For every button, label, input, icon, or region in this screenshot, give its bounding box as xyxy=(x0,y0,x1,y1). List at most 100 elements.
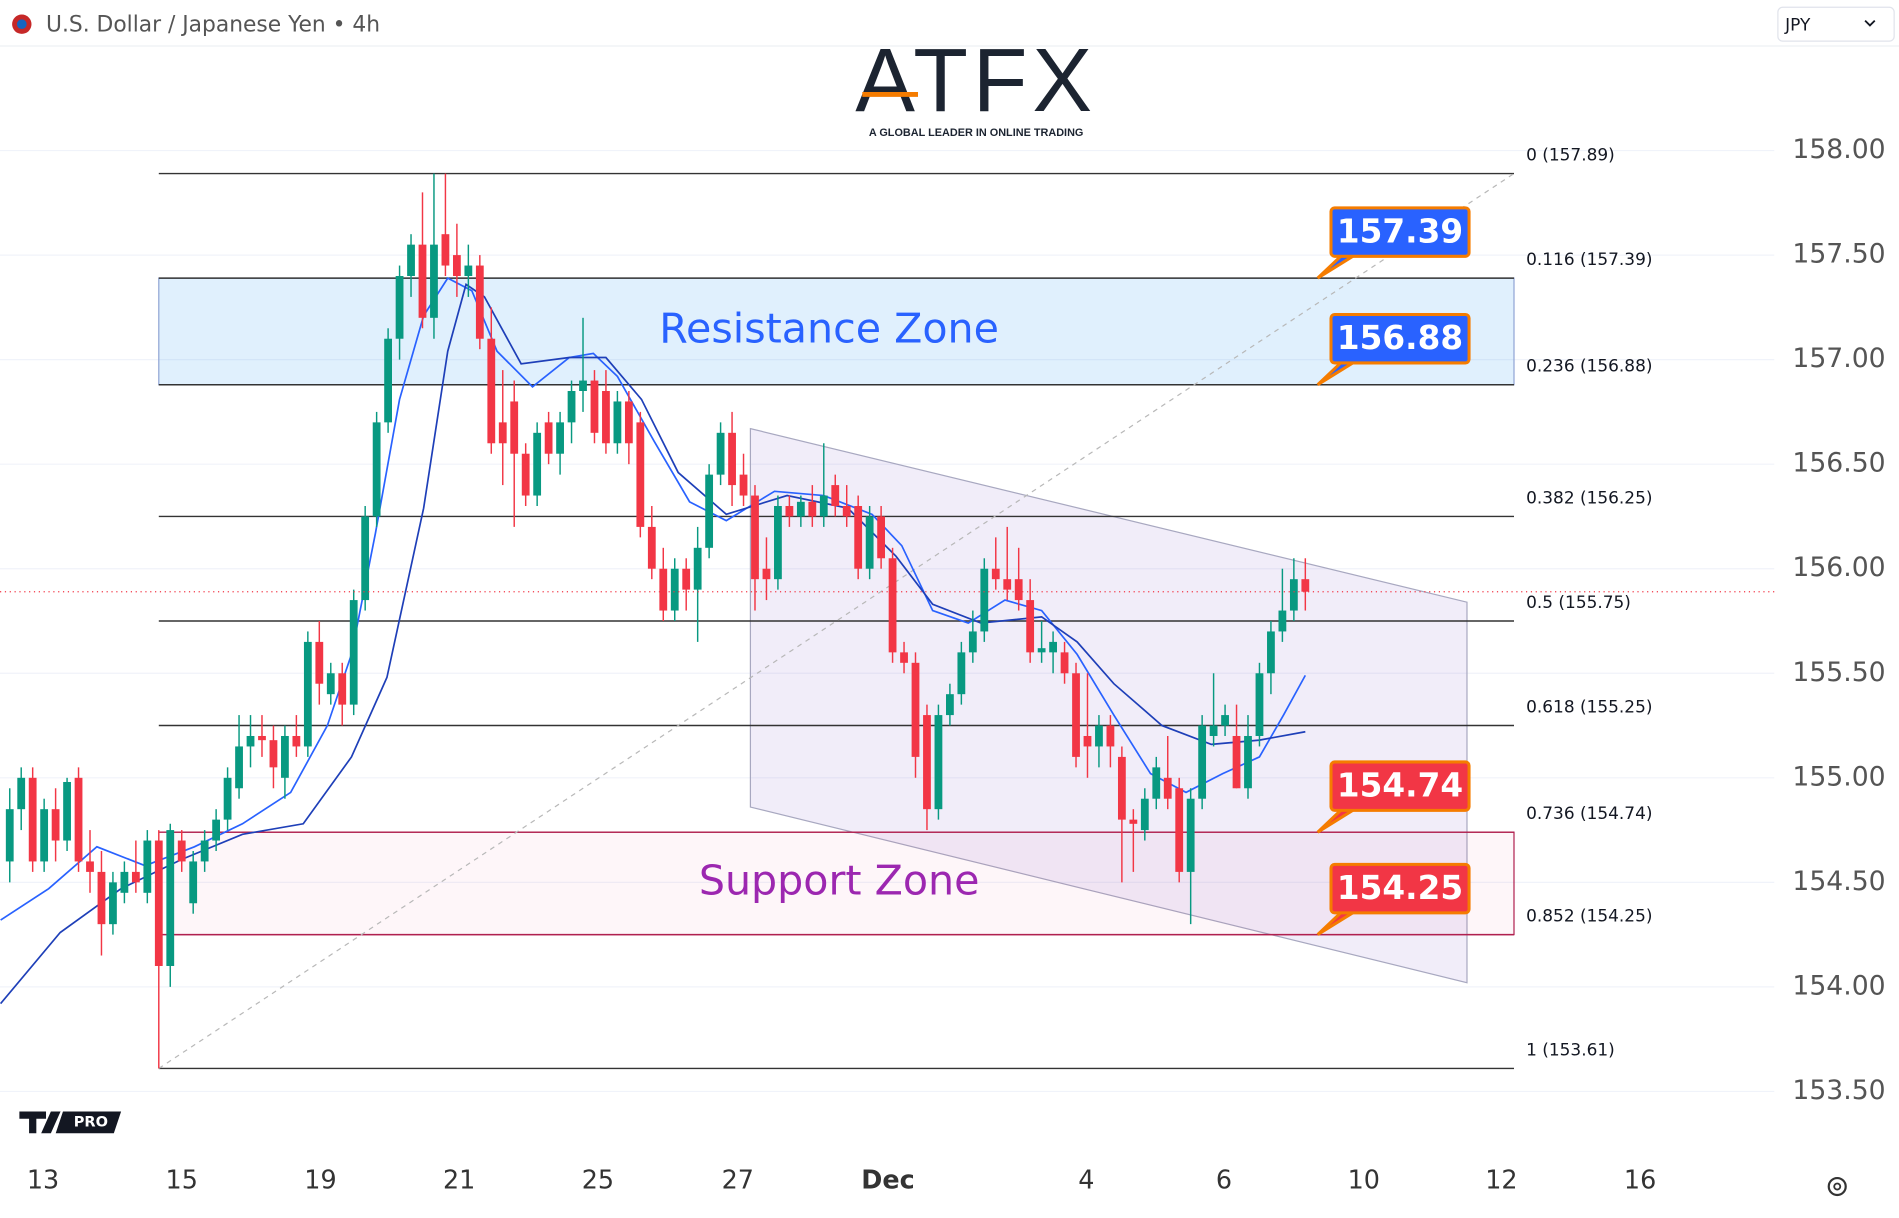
candle-body xyxy=(567,390,576,423)
candle-body xyxy=(739,474,748,496)
y-tick-label: 158.00 xyxy=(1792,134,1885,165)
candle-body xyxy=(223,777,232,820)
candle-body xyxy=(705,474,714,548)
candle-body xyxy=(785,505,794,517)
candle-body xyxy=(556,422,564,454)
candle-body xyxy=(1244,735,1252,789)
candle-body xyxy=(533,432,542,496)
candle-body xyxy=(452,255,461,277)
candle-body xyxy=(1289,579,1298,611)
settings-icon[interactable] xyxy=(1827,1176,1847,1197)
zone-box xyxy=(168,831,1515,936)
candle-body xyxy=(120,871,129,893)
x-tick-label: 21 xyxy=(443,1165,475,1195)
candle-body xyxy=(923,715,931,810)
dropdown-arrow xyxy=(1864,19,1876,27)
fib-label: 0.5 (155.75) xyxy=(1526,592,1631,612)
x-tick-label: 10 xyxy=(1348,1165,1380,1195)
watermark-tagline: A GLOBAL LEADER IN ONLINE TRADING xyxy=(869,127,1084,139)
candle-body xyxy=(842,505,851,517)
fib-label: 0.736 (154.74) xyxy=(1526,803,1652,823)
candle-body xyxy=(246,735,255,747)
candle-body xyxy=(349,600,358,705)
candle-body xyxy=(1014,579,1023,601)
y-tick-label: 156.00 xyxy=(1792,552,1885,583)
candle-body xyxy=(1232,735,1241,789)
candle-body xyxy=(1209,725,1218,736)
x-tick-label: 12 xyxy=(1485,1165,1517,1195)
candle-body xyxy=(946,694,954,716)
callout-label: 154.74 xyxy=(1337,766,1463,804)
candle-body xyxy=(189,861,198,904)
candle-body xyxy=(934,715,943,810)
candle-body xyxy=(1152,767,1161,799)
candle-body xyxy=(854,505,863,569)
candle-body xyxy=(326,673,335,695)
candle-body xyxy=(154,840,163,966)
candle-body xyxy=(361,516,370,601)
candle-body xyxy=(774,505,782,580)
y-tick-label: 153.50 xyxy=(1792,1075,1885,1106)
candle-body xyxy=(109,882,117,925)
callout-box xyxy=(1329,206,1471,258)
candle-body xyxy=(1186,798,1195,872)
candle-body xyxy=(808,501,817,517)
zone-label: Support Zone xyxy=(699,856,980,904)
currency-selector[interactable] xyxy=(1777,6,1895,42)
candle-body xyxy=(418,244,427,318)
candle-body xyxy=(1140,798,1149,831)
candle-body xyxy=(728,432,736,486)
fib-label: 0.852 (154.25) xyxy=(1526,905,1652,925)
candle-body xyxy=(384,338,392,423)
y-tick-label: 157.50 xyxy=(1792,239,1885,270)
candle-body xyxy=(269,740,278,768)
candle-body xyxy=(544,422,553,454)
candle-body xyxy=(1278,610,1287,632)
x-tick-label: Dec xyxy=(861,1165,914,1195)
candle-body xyxy=(212,819,221,841)
candle-body xyxy=(338,673,347,705)
currency-label[interactable]: JPY xyxy=(1784,14,1811,34)
y-tick-label: 157.00 xyxy=(1792,343,1885,374)
candle-body xyxy=(1163,777,1172,799)
candle-body xyxy=(1072,673,1080,757)
x-tick-label: 15 xyxy=(166,1165,198,1195)
x-tick-label: 19 xyxy=(304,1165,336,1195)
candle-body xyxy=(143,840,152,893)
candle-body xyxy=(372,422,381,517)
candle-body xyxy=(1049,641,1057,653)
callout-pointer xyxy=(1316,361,1354,387)
candle-body xyxy=(659,568,668,611)
callout-label: 154.25 xyxy=(1337,869,1463,907)
candle-body xyxy=(636,422,645,527)
candle-body xyxy=(464,265,473,277)
watermark-logo: ATFX xyxy=(855,30,1097,130)
candle-body xyxy=(796,501,805,517)
y-tick-label: 156.50 xyxy=(1792,448,1885,479)
candle-body xyxy=(441,234,450,266)
candle-body xyxy=(1037,648,1046,653)
candle-body xyxy=(1129,819,1138,824)
flag-icon-inner xyxy=(16,19,27,30)
candle-body xyxy=(716,432,725,475)
x-tick-label: 6 xyxy=(1216,1165,1232,1195)
callout-label: 157.39 xyxy=(1337,212,1463,250)
candle-body xyxy=(1106,725,1115,747)
candle-body xyxy=(407,244,415,277)
settings-icon-center xyxy=(1833,1182,1842,1191)
candle-body xyxy=(28,777,37,862)
candle-body xyxy=(647,526,656,569)
y-tick-label: 155.50 xyxy=(1792,657,1885,688)
x-tick-label: 27 xyxy=(722,1165,754,1195)
fib-label: 1 (153.61) xyxy=(1526,1039,1615,1059)
tv-logo xyxy=(19,1111,122,1134)
candle-body xyxy=(292,735,301,747)
moving-average-line xyxy=(0,276,1307,921)
candle-body xyxy=(177,840,186,862)
candle-body xyxy=(63,781,71,841)
candle-body xyxy=(1301,579,1310,592)
candle-body xyxy=(1003,579,1012,590)
candle-body xyxy=(40,809,49,862)
